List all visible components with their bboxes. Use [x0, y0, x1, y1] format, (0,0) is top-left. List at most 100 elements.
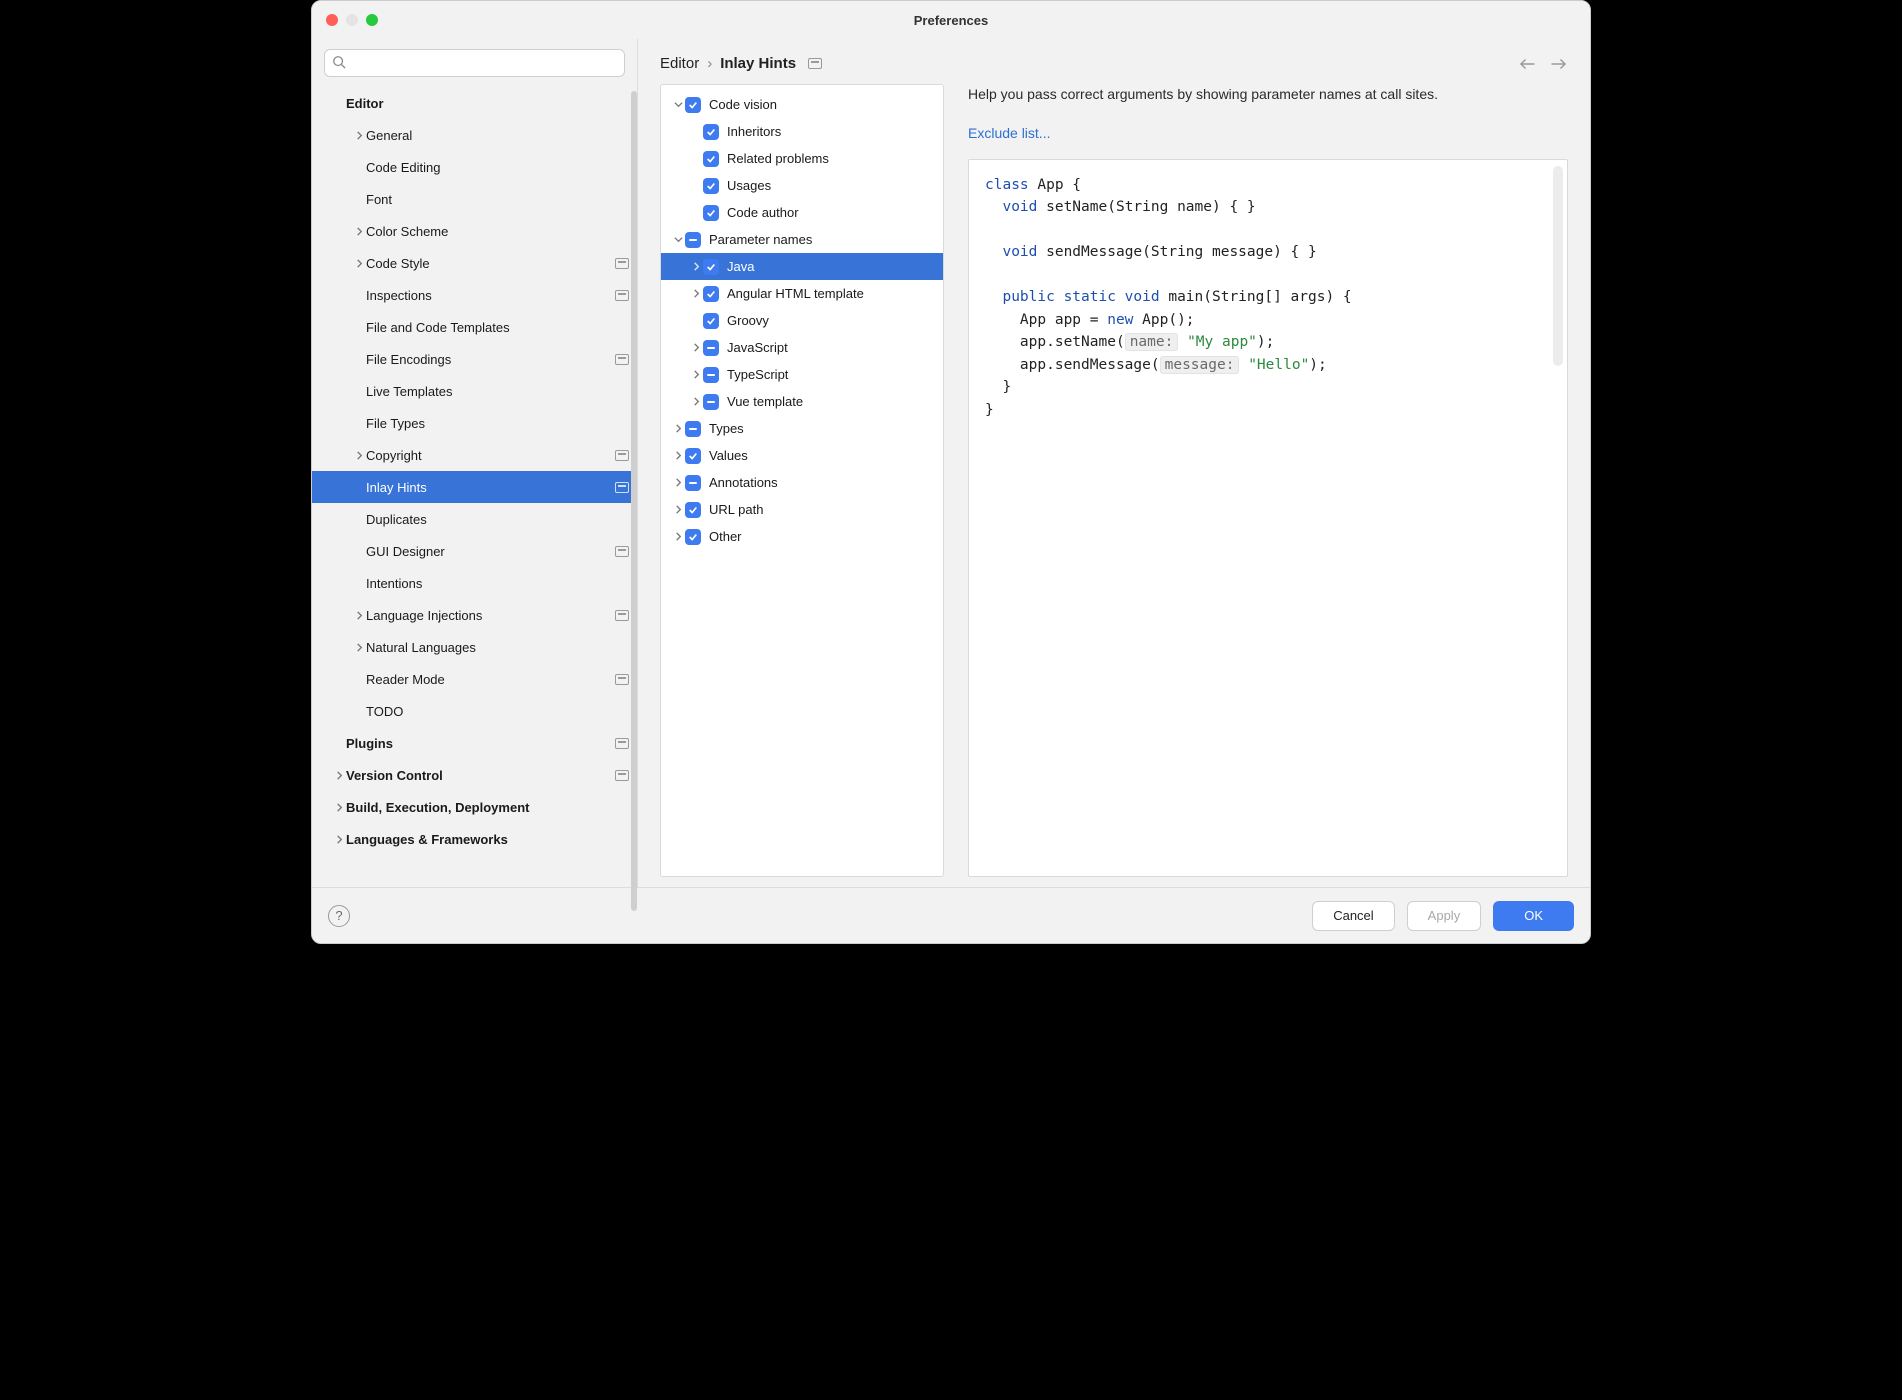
checkbox[interactable]: [685, 475, 701, 491]
checkbox[interactable]: [703, 340, 719, 356]
sidebar-item[interactable]: Live Templates: [312, 375, 637, 407]
expand-arrow-icon[interactable]: [671, 100, 685, 109]
sidebar-item[interactable]: Reader Mode: [312, 663, 637, 695]
checkbox[interactable]: [685, 502, 701, 518]
expand-arrow-icon[interactable]: [689, 289, 703, 298]
sidebar-item[interactable]: Intentions: [312, 567, 637, 599]
sidebar-tree[interactable]: Editor GeneralCode EditingFontColor Schem…: [312, 83, 637, 887]
checkbox[interactable]: [685, 421, 701, 437]
expand-arrow-icon[interactable]: [689, 397, 703, 406]
apply-button[interactable]: Apply: [1407, 901, 1482, 931]
checkbox[interactable]: [703, 313, 719, 329]
expand-arrow-icon[interactable]: [671, 424, 685, 433]
option-item[interactable]: Code vision: [661, 91, 943, 118]
option-item[interactable]: Groovy: [661, 307, 943, 334]
expand-arrow-icon[interactable]: [352, 451, 366, 460]
expand-arrow-icon[interactable]: [689, 262, 703, 271]
checkbox[interactable]: [703, 205, 719, 221]
sidebar-item-label: Duplicates: [366, 512, 427, 527]
sidebar-item[interactable]: File Types: [312, 407, 637, 439]
expand-arrow-icon[interactable]: [689, 370, 703, 379]
sidebar-item[interactable]: TODO: [312, 695, 637, 727]
option-item[interactable]: Values: [661, 442, 943, 469]
cancel-button[interactable]: Cancel: [1312, 901, 1394, 931]
expand-arrow-icon[interactable]: [352, 227, 366, 236]
checkbox[interactable]: [703, 286, 719, 302]
option-item[interactable]: Java: [661, 253, 943, 280]
sidebar-item[interactable]: File and Code Templates: [312, 311, 637, 343]
scope-badge-icon: [615, 674, 629, 685]
sidebar-item-label: Live Templates: [366, 384, 452, 399]
exclude-list-link[interactable]: Exclude list...: [968, 125, 1568, 141]
option-item[interactable]: Inheritors: [661, 118, 943, 145]
option-item[interactable]: Angular HTML template: [661, 280, 943, 307]
expand-arrow-icon[interactable]: [352, 259, 366, 268]
checkbox[interactable]: [703, 151, 719, 167]
search-input[interactable]: [324, 49, 625, 77]
sidebar-item[interactable]: Duplicates: [312, 503, 637, 535]
checkbox[interactable]: [685, 529, 701, 545]
scope-badge-icon[interactable]: [808, 58, 822, 69]
expand-arrow-icon[interactable]: [671, 532, 685, 541]
sidebar-item[interactable]: Plugins: [312, 727, 637, 759]
expand-arrow-icon[interactable]: [352, 611, 366, 620]
expand-arrow-icon[interactable]: [671, 235, 685, 244]
sidebar-item[interactable]: Font: [312, 183, 637, 215]
sidebar-item[interactable]: General: [312, 119, 637, 151]
sidebar-item[interactable]: Copyright: [312, 439, 637, 471]
expand-arrow-icon[interactable]: [671, 478, 685, 487]
expand-arrow-icon[interactable]: [332, 835, 346, 844]
expand-arrow-icon[interactable]: [332, 803, 346, 812]
checkbox[interactable]: [703, 367, 719, 383]
sidebar-item-label: Editor: [346, 96, 384, 111]
expand-arrow-icon[interactable]: [332, 771, 346, 780]
option-item[interactable]: Usages: [661, 172, 943, 199]
expand-arrow-icon[interactable]: [671, 451, 685, 460]
options-tree[interactable]: Code visionInheritorsRelated problemsUsa…: [660, 84, 944, 877]
scope-badge-icon: [615, 546, 629, 557]
option-item[interactable]: Vue template: [661, 388, 943, 415]
help-button[interactable]: ?: [328, 905, 350, 927]
expand-arrow-icon[interactable]: [689, 343, 703, 352]
option-item[interactable]: Other: [661, 523, 943, 550]
option-item[interactable]: Annotations: [661, 469, 943, 496]
sidebar-item[interactable]: File Encodings: [312, 343, 637, 375]
option-item[interactable]: Parameter names: [661, 226, 943, 253]
option-item[interactable]: Related problems: [661, 145, 943, 172]
expand-arrow-icon[interactable]: [352, 131, 366, 140]
ok-button[interactable]: OK: [1493, 901, 1574, 931]
sidebar-item-label: Intentions: [366, 576, 422, 591]
sidebar-item[interactable]: Inlay Hints: [312, 471, 637, 503]
option-item[interactable]: JavaScript: [661, 334, 943, 361]
option-item[interactable]: Types: [661, 415, 943, 442]
checkbox[interactable]: [685, 232, 701, 248]
sidebar-item[interactable]: Editor: [312, 87, 637, 119]
checkbox[interactable]: [703, 394, 719, 410]
option-item[interactable]: Code author: [661, 199, 943, 226]
sidebar-item-label: Language Injections: [366, 608, 482, 623]
sidebar-item[interactable]: Version Control: [312, 759, 637, 791]
sidebar-item[interactable]: Language Injections: [312, 599, 637, 631]
sidebar-item[interactable]: Color Scheme: [312, 215, 637, 247]
sidebar-item[interactable]: Code Editing: [312, 151, 637, 183]
sidebar-item[interactable]: Inspections: [312, 279, 637, 311]
sidebar-item[interactable]: Languages & Frameworks: [312, 823, 637, 855]
checkbox[interactable]: [685, 97, 701, 113]
checkbox[interactable]: [703, 259, 719, 275]
checkbox[interactable]: [703, 124, 719, 140]
footer: ? Cancel Apply OK: [312, 887, 1590, 943]
nav-back-icon[interactable]: [1518, 57, 1536, 71]
option-item[interactable]: URL path: [661, 496, 943, 523]
breadcrumb-root[interactable]: Editor: [660, 55, 699, 72]
sidebar-item[interactable]: Natural Languages: [312, 631, 637, 663]
sidebar-item[interactable]: Build, Execution, Deployment: [312, 791, 637, 823]
checkbox[interactable]: [685, 448, 701, 464]
option-label: Java: [727, 259, 754, 274]
option-item[interactable]: TypeScript: [661, 361, 943, 388]
checkbox[interactable]: [703, 178, 719, 194]
expand-arrow-icon[interactable]: [352, 643, 366, 652]
sidebar-item[interactable]: Code Style: [312, 247, 637, 279]
expand-arrow-icon[interactable]: [671, 505, 685, 514]
sidebar-item[interactable]: GUI Designer: [312, 535, 637, 567]
nav-forward-icon[interactable]: [1550, 57, 1568, 71]
